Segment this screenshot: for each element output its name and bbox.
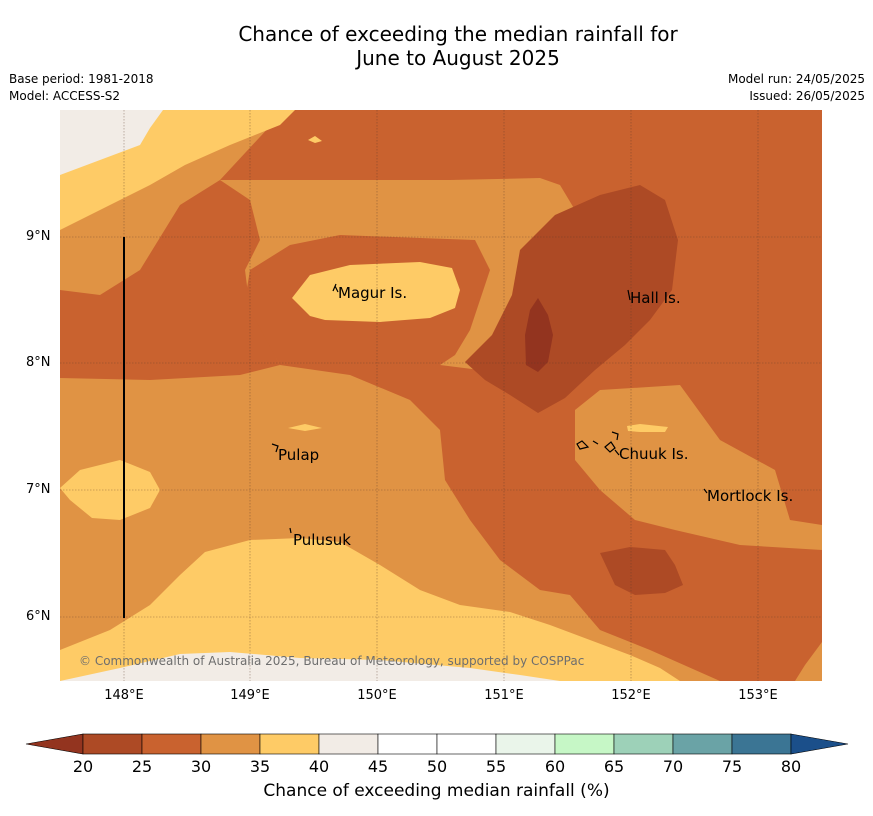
colorbar-tick-45: 45 [367, 757, 389, 776]
place-label-chuuk: Chuuk Is. [619, 445, 688, 463]
map-contours: Magur Is. Hall Is. Pulap Chuuk Is. Mortl… [60, 110, 822, 681]
place-label-magur: Magur Is. [338, 284, 407, 302]
map-title: Chance of exceeding the median rainfall … [0, 22, 873, 70]
colorbar-swatch-c40_45 [318, 733, 379, 755]
colorbar-tick-20: 20 [72, 757, 94, 776]
colorbar-tick-60: 60 [544, 757, 566, 776]
place-label-pulusuk: Pulusuk [293, 531, 351, 549]
region-35-40-small-pulap [288, 424, 322, 431]
region-40-45-northwest [60, 110, 163, 175]
lon-tick-153e: 153°E [738, 688, 778, 703]
colorbar-tick-55: 55 [485, 757, 507, 776]
region-35-40-south [60, 538, 680, 681]
colorbar-label: Chance of exceeding median rainfall (%) [263, 781, 610, 801]
region-40-45-south [60, 652, 560, 681]
region-below-20-hall [525, 298, 553, 372]
colorbar-tick-65: 65 [603, 757, 625, 776]
colorbar-swatch-c50_55 [436, 733, 497, 755]
colorbar-swatch-c55_60 [495, 733, 556, 755]
lon-tick-152e: 152°E [611, 688, 651, 703]
lat-tick-9n: 9°N [26, 229, 51, 244]
colorbar-extend-low [25, 733, 84, 755]
region-35-40-west [60, 460, 160, 520]
colorbar-tick-80: 80 [780, 757, 802, 776]
colorbar-tick-30: 30 [190, 757, 212, 776]
model-run-text: Model run: 24/05/2025 [727, 72, 865, 86]
lon-tick-148e: 148°E [104, 688, 144, 703]
issued-text: Issued: 26/05/2025 [749, 89, 865, 103]
lon-tick-151e: 151°E [484, 688, 524, 703]
colorbar-swatch-c20_25 [82, 733, 143, 755]
region-25-30-west [60, 180, 280, 380]
lon-tick-149e: 149°E [230, 688, 270, 703]
meta-left: Base period: 1981-2018 Model: ACCESS-S2 [9, 71, 154, 105]
place-label-pulap: Pulap [278, 446, 319, 464]
colorbar-extend-high [790, 733, 849, 755]
place-label-hall: Hall Is. [630, 289, 681, 307]
colorbar-tick-25: 25 [131, 757, 153, 776]
region-35-40-small-chuuk [627, 424, 668, 432]
lat-tick-8n: 8°N [26, 355, 51, 370]
title-line-2: June to August 2025 [356, 46, 560, 70]
model-text: Model: ACCESS-S2 [9, 89, 121, 103]
copyright-notice: © Commonwealth of Australia 2025, Bureau… [79, 654, 584, 668]
region-20-25-hall [465, 185, 678, 413]
lon-tick-150e: 150°E [357, 688, 397, 703]
region-20-25-southeast [600, 547, 683, 595]
colorbar-swatch-c45_50 [377, 733, 438, 755]
colorbar-swatches [25, 733, 849, 755]
colorbar-swatch-c60_65 [554, 733, 615, 755]
region-30-35-southeast-corner [795, 642, 822, 681]
island-outlines [271, 283, 708, 534]
colorbar-swatch-c35_40 [259, 733, 320, 755]
colorbar-tick-50: 50 [426, 757, 448, 776]
colorbar-swatch-c30_35 [200, 733, 261, 755]
colorbar-tick-75: 75 [721, 757, 743, 776]
colorbar-tick-40: 40 [308, 757, 330, 776]
place-label-mortlock: Mortlock Is. [707, 487, 793, 505]
colorbar-swatch-c75_80 [731, 733, 792, 755]
colorbar-swatch-c25_30 [141, 733, 202, 755]
colorbar-swatch-c65_70 [613, 733, 674, 755]
title-line-1: Chance of exceeding the median rainfall … [238, 22, 678, 46]
region-35-40-small-north [308, 136, 322, 143]
base-period-text: Base period: 1981-2018 [9, 72, 154, 86]
meta-right: Model run: 24/05/2025 Issued: 26/05/2025 [728, 71, 865, 105]
lat-tick-6n: 6°N [26, 609, 51, 624]
lat-tick-7n: 7°N [26, 482, 51, 497]
colorbar-tick-35: 35 [249, 757, 271, 776]
region-35-40-magur [292, 262, 460, 322]
colorbar-tick-70: 70 [662, 757, 684, 776]
colorbar-swatch-c70_75 [672, 733, 733, 755]
